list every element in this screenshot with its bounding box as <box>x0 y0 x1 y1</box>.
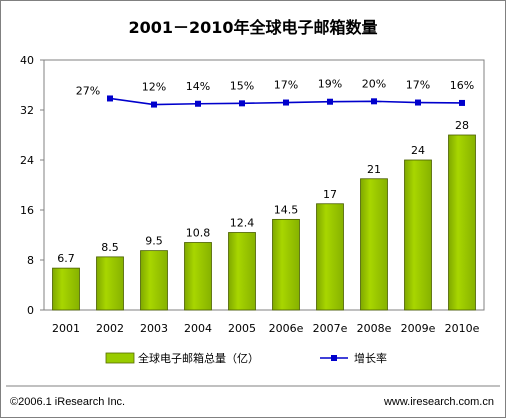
growth-label: 14% <box>186 80 210 93</box>
chart-title: 2001－2010年全球电子邮箱数量 <box>128 18 378 37</box>
bar-value-label: 12.4 <box>230 217 255 230</box>
legend-line-label: 增长率 <box>354 351 387 365</box>
y-tick-label: 40 <box>20 54 34 67</box>
bar <box>96 256 124 311</box>
x-tick-label: 2009e <box>401 322 436 335</box>
line-series: 27% 12% 14% 15% 17% 19% 20% 17% 16% <box>76 77 474 108</box>
y-axis: 0 8 16 24 32 40 <box>20 54 44 317</box>
bar <box>184 242 212 311</box>
growth-point <box>283 99 289 106</box>
footer-copyright: ©2006.1 iResearch Inc. <box>10 396 126 408</box>
growth-point <box>195 100 201 107</box>
bar-value-label: 8.5 <box>101 241 119 254</box>
legend-bar-label: 全球电子邮箱总量（亿） <box>138 351 259 365</box>
growth-label: 19% <box>318 78 342 91</box>
x-tick-label: 2002 <box>96 322 124 335</box>
bar-value-label: 10.8 <box>186 227 211 240</box>
x-tick-label: 2004 <box>184 322 212 335</box>
x-tick-label: 2008e <box>357 322 392 335</box>
x-tick-label: 2005 <box>228 322 256 335</box>
y-tick-label: 24 <box>20 154 34 167</box>
growth-point <box>459 99 465 106</box>
x-axis: 2001 2002 2003 2004 2005 2006e 2007e 2008e 2009e… <box>52 322 480 335</box>
footer-website: www.iresearch.com.cn <box>383 396 494 408</box>
growth-point <box>371 98 377 105</box>
growth-point <box>151 101 157 108</box>
bar <box>316 203 344 311</box>
y-tick-label: 32 <box>20 104 34 117</box>
x-tick-label: 2007e <box>313 322 348 335</box>
growth-point <box>239 100 245 107</box>
bar <box>228 232 256 311</box>
bar-value-label: 17 <box>323 188 337 201</box>
legend: 全球电子邮箱总量（亿） 增长率 <box>105 351 387 365</box>
bar-series <box>52 134 476 311</box>
legend-line-marker <box>331 355 337 361</box>
growth-label: 15% <box>230 79 254 92</box>
bar-value-label: 9.5 <box>145 235 163 248</box>
bar <box>360 178 388 311</box>
growth-label: 20% <box>362 77 386 90</box>
bar-value-label: 6.7 <box>57 252 75 265</box>
growth-label: 12% <box>142 81 166 94</box>
bar-value-label: 21 <box>367 163 381 176</box>
bar-labels: 6.7 8.5 9.5 10.8 12.4 14.5 17 21 24 28 <box>57 119 469 265</box>
bar <box>140 250 168 311</box>
growth-point <box>107 95 113 102</box>
growth-label: 17% <box>274 79 298 92</box>
bar <box>448 134 476 311</box>
y-tick-label: 16 <box>20 204 34 217</box>
x-tick-label: 2003 <box>140 322 168 335</box>
bar-value-label: 28 <box>455 119 469 132</box>
bar-value-label: 24 <box>411 144 425 157</box>
bar <box>272 218 300 311</box>
growth-label: 17% <box>406 79 430 92</box>
growth-point <box>327 98 333 105</box>
x-tick-label: 2001 <box>52 322 80 335</box>
growth-label: 16% <box>450 79 474 92</box>
growth-point <box>415 99 421 106</box>
x-tick-label: 2006e <box>269 322 304 335</box>
bar-value-label: 14.5 <box>274 203 299 216</box>
growth-label: 27% <box>76 84 100 97</box>
legend-bar-swatch <box>105 352 135 364</box>
bar <box>404 159 432 311</box>
y-tick-label: 0 <box>27 304 34 317</box>
bar <box>52 267 80 311</box>
x-tick-label: 2010e <box>445 322 480 335</box>
y-tick-label: 8 <box>27 254 34 267</box>
